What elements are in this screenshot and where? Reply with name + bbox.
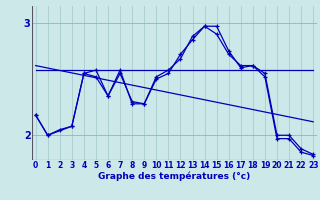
X-axis label: Graphe des températures (°c): Graphe des températures (°c)	[98, 172, 251, 181]
